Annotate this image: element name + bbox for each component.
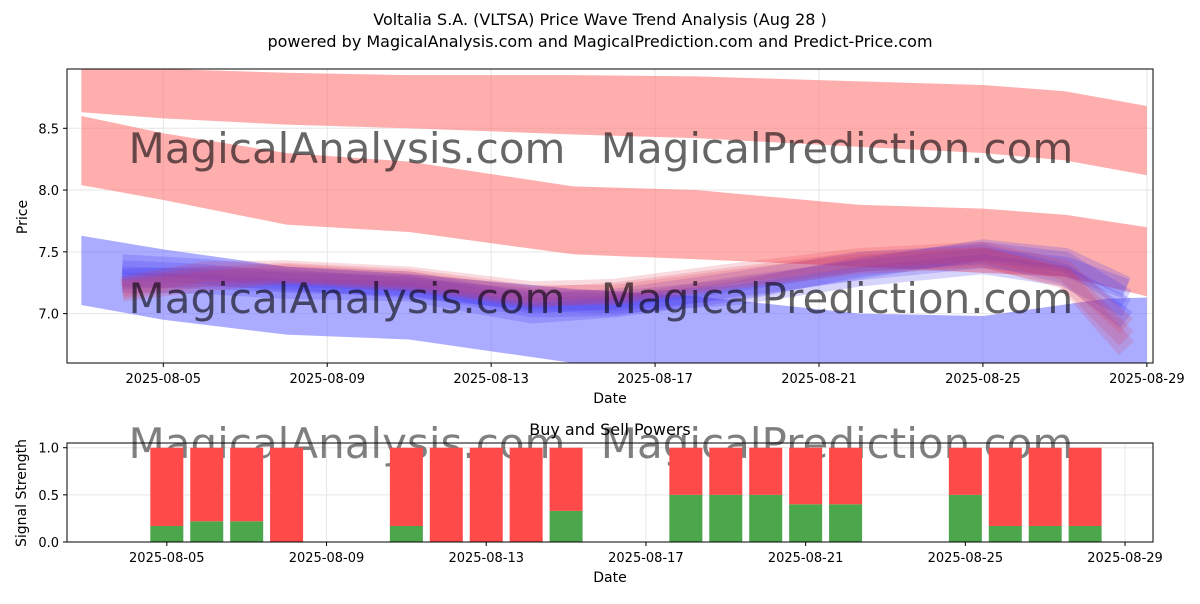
buy-bar bbox=[749, 494, 783, 542]
sub-xtick-label: 2025-08-09 bbox=[289, 551, 365, 566]
sub-ytick-label: 1.0 bbox=[38, 442, 59, 457]
sell-bar bbox=[549, 447, 583, 511]
sell-bar bbox=[429, 447, 463, 542]
main-plot-area: MagicalAnalysis.com MagicalPrediction.com… bbox=[81, 69, 1147, 363]
price-wave-panel: 2025-08-05 2025-08-09 2025-08-13 2025-08-17… bbox=[38, 68, 1185, 387]
chart-title-line2: powered by MagicalAnalysis.com and Magic… bbox=[267, 32, 932, 51]
sub-frame bbox=[66, 442, 1154, 543]
buy-bar bbox=[789, 504, 823, 542]
sub-xtick-label: 2025-08-21 bbox=[768, 551, 844, 566]
buy-bar bbox=[230, 521, 264, 542]
watermark-text: MagicalAnalysis.com bbox=[129, 124, 566, 173]
buy-bar bbox=[829, 504, 863, 542]
buy-sell-panel: 2025-08-05 2025-08-09 2025-08-13 2025-08-17… bbox=[38, 419, 1163, 566]
sub-xtick-label: 2025-08-05 bbox=[129, 551, 205, 566]
sub-xlabel: Date bbox=[593, 570, 626, 586]
sell-bar bbox=[948, 447, 982, 495]
main-ytick-label: 7.5 bbox=[38, 246, 59, 261]
sub-xtick-label: 2025-08-17 bbox=[608, 551, 684, 566]
sub-title: Buy and Sell Powers bbox=[529, 420, 691, 439]
blue-band bbox=[81, 235, 1147, 363]
buy-bar bbox=[389, 525, 423, 542]
main-frame bbox=[66, 68, 1154, 364]
buy-bar bbox=[190, 521, 224, 542]
watermark-text: MagicalAnalysis.com bbox=[129, 274, 566, 323]
sell-bar bbox=[1028, 447, 1062, 526]
main-xtick-label: 2025-08-17 bbox=[617, 372, 693, 387]
wave-blue-5 bbox=[122, 239, 1131, 312]
buy-bar bbox=[549, 510, 583, 542]
buy-bar bbox=[150, 525, 184, 542]
main-ylabel: Price bbox=[15, 200, 31, 234]
sell-bar bbox=[749, 447, 783, 495]
main-ytick-label: 8.0 bbox=[38, 184, 59, 199]
wave-red-2 bbox=[120, 241, 1134, 334]
sell-bar bbox=[669, 447, 703, 495]
sell-bar bbox=[389, 447, 423, 526]
upper-red-band bbox=[81, 69, 1147, 176]
buy-bar bbox=[1068, 525, 1102, 542]
buy-bar bbox=[988, 525, 1022, 542]
wave-blue-4 bbox=[121, 244, 1133, 328]
buy-bar bbox=[669, 494, 703, 542]
main-ytick-label: 8.5 bbox=[38, 122, 59, 137]
main-xtick-label: 2025-08-05 bbox=[126, 372, 202, 387]
main-xlabel: Date bbox=[593, 391, 626, 407]
wave-blue-1 bbox=[122, 254, 1131, 317]
sub-xtick-label: 2025-08-29 bbox=[1087, 551, 1163, 566]
main-xtick-label: 2025-08-13 bbox=[453, 372, 529, 387]
wave-blue-3 bbox=[122, 241, 1132, 324]
sell-bar bbox=[190, 447, 224, 522]
sub-xtick-label: 2025-08-13 bbox=[448, 551, 524, 566]
buy-bar bbox=[948, 494, 982, 542]
sell-bar bbox=[1068, 447, 1102, 526]
main-xtick-label: 2025-08-21 bbox=[781, 372, 857, 387]
watermark-text: MagicalPrediction.com bbox=[601, 274, 1074, 323]
main-ytick-label: 7.0 bbox=[38, 308, 59, 323]
chart-title-line1: Voltalia S.A. (VLTSA) Price Wave Trend A… bbox=[373, 10, 827, 29]
sell-bar bbox=[709, 447, 743, 495]
sell-bar bbox=[270, 447, 304, 542]
wave-red-1 bbox=[120, 248, 1134, 346]
sell-bar bbox=[988, 447, 1022, 526]
sell-bar bbox=[789, 447, 823, 505]
main-xtick-label: 2025-08-09 bbox=[289, 372, 365, 387]
sub-ytick-label: 0.5 bbox=[38, 489, 59, 504]
sell-bar bbox=[469, 447, 503, 542]
main-xtick-label: 2025-08-29 bbox=[1109, 372, 1185, 387]
watermark-text: MagicalPrediction.com bbox=[601, 124, 1074, 173]
buy-bar bbox=[709, 494, 743, 542]
main-xtick-label: 2025-08-25 bbox=[945, 372, 1021, 387]
sell-bar bbox=[230, 447, 264, 522]
sub-ylabel: Signal Strength bbox=[14, 439, 30, 547]
wave-blue-2 bbox=[121, 248, 1130, 318]
sell-bar bbox=[509, 447, 543, 542]
wave-red-3 bbox=[121, 246, 1134, 355]
sell-bar bbox=[150, 447, 184, 526]
sub-ytick-label: 0.0 bbox=[38, 536, 59, 551]
sell-bar bbox=[829, 447, 863, 505]
buy-bar bbox=[1028, 525, 1062, 542]
sub-xtick-label: 2025-08-25 bbox=[928, 551, 1004, 566]
lower-red-band bbox=[81, 115, 1147, 297]
